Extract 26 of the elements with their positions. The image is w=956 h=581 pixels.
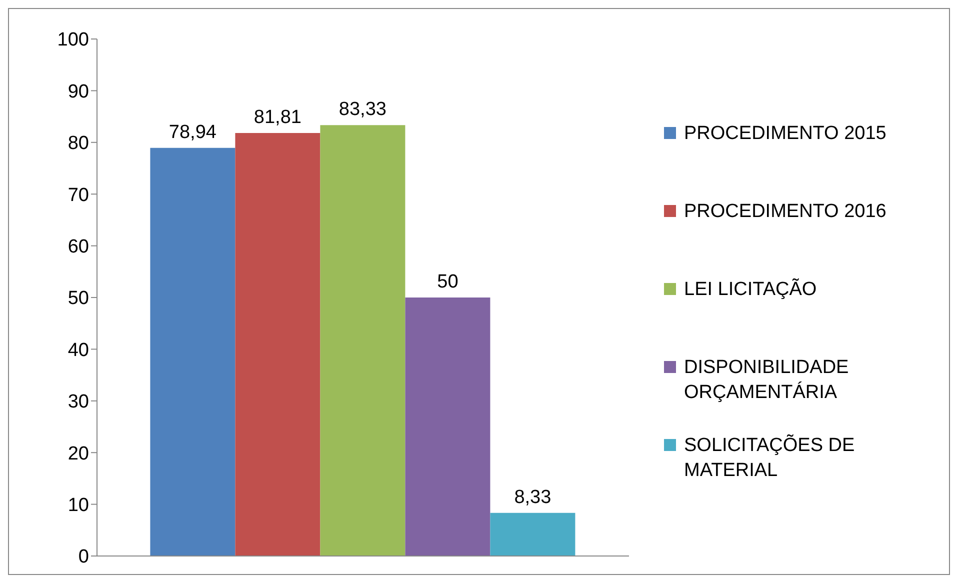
y-tick-label: 50: [68, 288, 89, 310]
y-tick-label: 10: [68, 495, 89, 516]
bar: [235, 133, 320, 556]
data-label: 83,33: [338, 99, 386, 120]
y-tick-label: 80: [68, 133, 89, 154]
y-tick-label: 90: [68, 81, 89, 102]
y-tick-label: 70: [68, 184, 89, 206]
y-tick-label: 30: [68, 392, 89, 413]
data-label: 8,33: [514, 486, 552, 508]
legend-label: DISPONIBILIDADE ORÇAMENTÁRIA: [684, 356, 850, 405]
data-label: 50: [437, 272, 458, 292]
legend-label: SOLICITAÇÕES DE MATERIAL: [684, 433, 856, 483]
legend-label: LEI LICITAÇÃO: [684, 277, 818, 302]
bar: [320, 125, 406, 556]
y-tick-label: 100: [57, 30, 89, 51]
y-tick-label: 60: [68, 236, 89, 258]
bar: [405, 298, 490, 556]
data-label: 78,94: [168, 122, 217, 143]
bar: [150, 148, 236, 556]
bar: [490, 512, 576, 556]
data-label: 81,81: [254, 107, 302, 128]
y-tick-label: 40: [68, 340, 89, 361]
legend-label: PROCEDIMENTO 2016: [684, 200, 888, 224]
y-tick-label: 20: [68, 443, 89, 464]
y-tick-label: 0: [78, 546, 89, 568]
legend-label: PROCEDIMENTO 2015: [684, 122, 888, 146]
